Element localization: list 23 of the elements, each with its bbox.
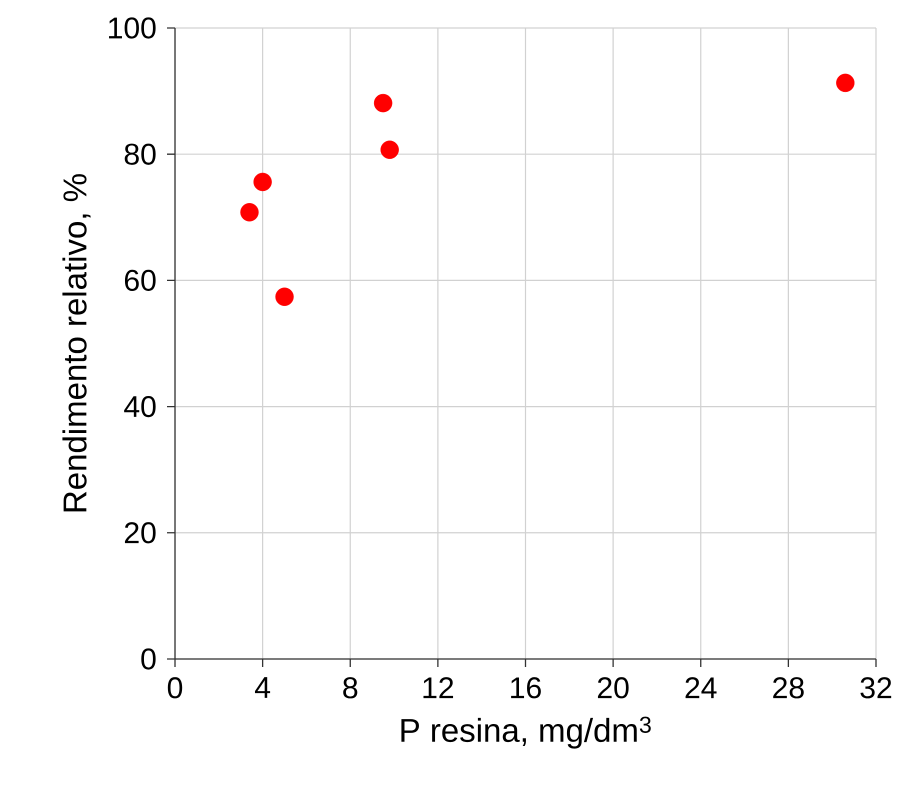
y-axis-title: Rendimento relativo, % <box>62 174 91 512</box>
point <box>836 74 855 92</box>
x-tick-label: 12 <box>423 677 454 698</box>
x-tick-label: 0 <box>168 677 182 698</box>
x-tick-label: 4 <box>254 677 270 698</box>
y-tick-label: 100 <box>109 17 156 39</box>
point <box>240 203 259 222</box>
x-axis-title: P resina, mg/dm$^{3}$ <box>401 716 651 749</box>
y-tick-label: 40 <box>124 396 156 418</box>
point <box>374 94 392 112</box>
x-tick-label: 28 <box>773 677 804 698</box>
x-tick-label: 24 <box>686 677 717 698</box>
x-tick-label: 32 <box>860 677 892 698</box>
point <box>253 172 272 192</box>
y-tick-label: 20 <box>124 522 156 544</box>
y-tick-label: 80 <box>124 144 156 165</box>
x-tick-label: 20 <box>598 677 629 698</box>
x-tick-label: 8 <box>343 677 358 698</box>
y-tick-label: 60 <box>124 270 156 292</box>
x-tick-label: 16 <box>511 677 541 698</box>
point <box>380 140 399 159</box>
y-tick-label: 0 <box>141 648 156 670</box>
point <box>275 288 294 306</box>
